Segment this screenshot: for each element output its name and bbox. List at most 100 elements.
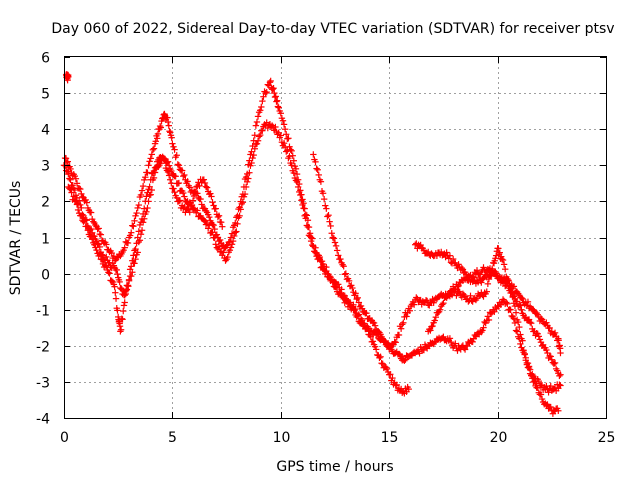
data-point xyxy=(165,162,173,169)
data-point xyxy=(69,181,76,189)
data-point xyxy=(358,319,366,326)
data-point xyxy=(446,335,454,342)
y-tick-label: 4 xyxy=(41,123,50,139)
data-point xyxy=(286,153,293,160)
data-point xyxy=(345,277,353,285)
data-point xyxy=(416,242,423,250)
data-point xyxy=(556,372,563,380)
data-point xyxy=(526,319,534,326)
data-point xyxy=(248,148,255,155)
data-point xyxy=(296,188,303,196)
data-point xyxy=(461,346,469,353)
data-point xyxy=(482,290,489,298)
data-point xyxy=(485,275,493,283)
data-point xyxy=(280,121,288,128)
data-point xyxy=(319,190,327,197)
data-point xyxy=(409,350,417,357)
data-point xyxy=(329,234,337,241)
data-point xyxy=(440,299,447,307)
data-point xyxy=(139,210,147,218)
data-point xyxy=(423,297,431,305)
data-point xyxy=(131,247,138,254)
x-tick-label: 10 xyxy=(273,430,291,446)
data-point xyxy=(378,333,385,341)
data-point xyxy=(73,180,81,187)
data-point xyxy=(504,275,511,283)
data-point xyxy=(148,151,156,158)
data-point xyxy=(206,213,213,221)
data-point xyxy=(128,263,135,270)
data-point xyxy=(551,359,559,367)
data-point xyxy=(260,93,267,100)
data-point xyxy=(460,291,468,299)
data-point xyxy=(320,195,328,203)
data-point xyxy=(255,133,263,140)
data-point xyxy=(538,395,546,403)
data-point xyxy=(158,157,165,165)
data-point xyxy=(430,319,437,326)
data-point xyxy=(545,389,552,396)
data-point xyxy=(319,260,327,268)
data-point xyxy=(387,371,394,378)
data-point xyxy=(87,225,95,233)
data-point xyxy=(277,132,284,139)
data-point xyxy=(90,239,97,247)
data-point xyxy=(323,205,330,212)
data-point xyxy=(303,222,311,229)
data-point xyxy=(74,206,82,214)
data-point xyxy=(369,319,377,326)
data-point xyxy=(392,339,399,346)
data-point xyxy=(137,191,145,199)
data-point xyxy=(535,377,542,385)
data-point xyxy=(327,222,334,230)
data-point xyxy=(522,354,529,362)
data-point xyxy=(387,344,394,351)
x-tick-label: 5 xyxy=(168,430,177,446)
data-point xyxy=(524,364,532,371)
data-point xyxy=(208,193,215,200)
data-point xyxy=(93,246,100,254)
data-point xyxy=(253,140,261,147)
data-point xyxy=(243,178,251,186)
data-point xyxy=(209,199,216,206)
data-point xyxy=(239,199,247,206)
data-point xyxy=(257,131,264,139)
data-point xyxy=(263,88,270,96)
data-point xyxy=(367,333,374,340)
data-point xyxy=(245,175,252,182)
data-point xyxy=(79,193,86,201)
data-point xyxy=(525,316,533,323)
data-point xyxy=(518,294,525,302)
data-point xyxy=(98,256,106,263)
data-point xyxy=(482,319,489,327)
data-point xyxy=(344,297,352,305)
data-point xyxy=(364,325,371,332)
data-point xyxy=(138,187,146,194)
data-point xyxy=(335,281,342,288)
data-point xyxy=(442,253,449,261)
data-point xyxy=(479,327,486,334)
data-point xyxy=(400,319,407,326)
data-point xyxy=(537,315,545,322)
data-point xyxy=(413,294,420,301)
data-point xyxy=(355,299,363,306)
data-point xyxy=(65,170,72,178)
data-point xyxy=(253,118,261,126)
data-point xyxy=(146,158,153,165)
data-point xyxy=(384,340,392,347)
data-point xyxy=(302,215,309,222)
data-point xyxy=(337,255,344,263)
data-point xyxy=(275,104,282,111)
data-point xyxy=(494,302,501,309)
x-axis-label: GPS time / hours xyxy=(276,459,393,475)
data-point xyxy=(446,252,454,259)
data-point xyxy=(422,297,430,304)
data-point xyxy=(300,205,307,212)
data-point xyxy=(352,305,359,313)
data-point xyxy=(484,280,492,288)
data-point xyxy=(62,155,70,162)
data-point xyxy=(547,382,554,390)
data-point xyxy=(547,353,554,360)
data-point xyxy=(78,190,85,198)
data-point xyxy=(430,299,437,306)
